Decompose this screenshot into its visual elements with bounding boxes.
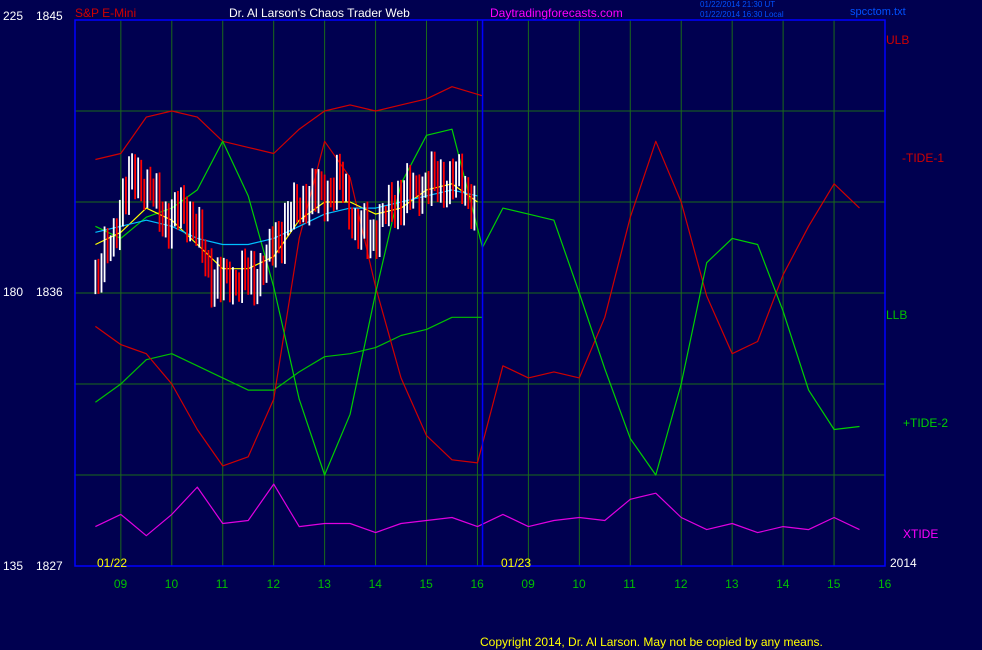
x-tick-label: 15 [419, 577, 433, 591]
site-link[interactable]: Daytradingforecasts.com [490, 6, 623, 20]
series-xtide [95, 483, 860, 537]
x-tick-label: 14 [776, 577, 790, 591]
x-tick-label: 11 [215, 577, 229, 591]
axis-mid-scale: 180 [3, 285, 24, 299]
timestamp-local: 01/22/2014 16:30 Local [700, 10, 784, 19]
price-bars [94, 151, 476, 308]
x-tick-label: 10 [164, 577, 179, 591]
axis-bot-scale: 135 [3, 559, 24, 573]
ulb-label: ULB [886, 33, 910, 47]
date-year: 2014 [890, 556, 917, 570]
series-llb [95, 316, 483, 403]
x-tick-label: 10 [572, 577, 586, 591]
x-tick-label: 14 [368, 577, 382, 591]
timestamp-ut: 01/22/2014 21:30 UT [700, 0, 776, 9]
axis-top-scale: 225 [3, 9, 24, 23]
tide2-label: +TIDE-2 [903, 416, 949, 430]
series-tide-1 [95, 140, 860, 467]
x-tick-label: 09 [521, 577, 535, 591]
x-tick-label: 11 [623, 577, 636, 591]
axis-mid-price: 1836 [36, 285, 63, 299]
grid-lines [75, 20, 886, 566]
instrument-label: S&P E-Mini [75, 6, 137, 20]
x-tick-label: 12 [266, 577, 281, 591]
x-tick-label: 12 [674, 577, 688, 591]
x-tick-label: 16 [878, 577, 892, 591]
chart-title: Dr. Al Larson's Chaos Trader Web [229, 6, 410, 20]
tide1-label: -TIDE-1 [902, 151, 944, 165]
x-tick-label: 16 [470, 577, 484, 591]
plot-frame [74, 19, 886, 567]
xtide-label: XTIDE [903, 527, 939, 541]
x-tick-label: 09 [113, 577, 128, 591]
x-tick-label: 13 [725, 577, 739, 591]
axis-bot-price: 1827 [36, 559, 63, 573]
series-ulb [95, 86, 483, 161]
data-filename: spcctom.txt [850, 6, 906, 18]
x-tick-label: 13 [317, 577, 331, 591]
copyright-notice: Copyright 2014, Dr. Al Larson. May not b… [480, 635, 823, 649]
x-tick-label: 15 [827, 577, 841, 591]
date-day1: 01/22 [97, 556, 128, 570]
llb-label: LLB [886, 308, 908, 322]
axis-top-price: 1845 [36, 9, 63, 23]
date-day2: 01/23 [501, 556, 532, 570]
